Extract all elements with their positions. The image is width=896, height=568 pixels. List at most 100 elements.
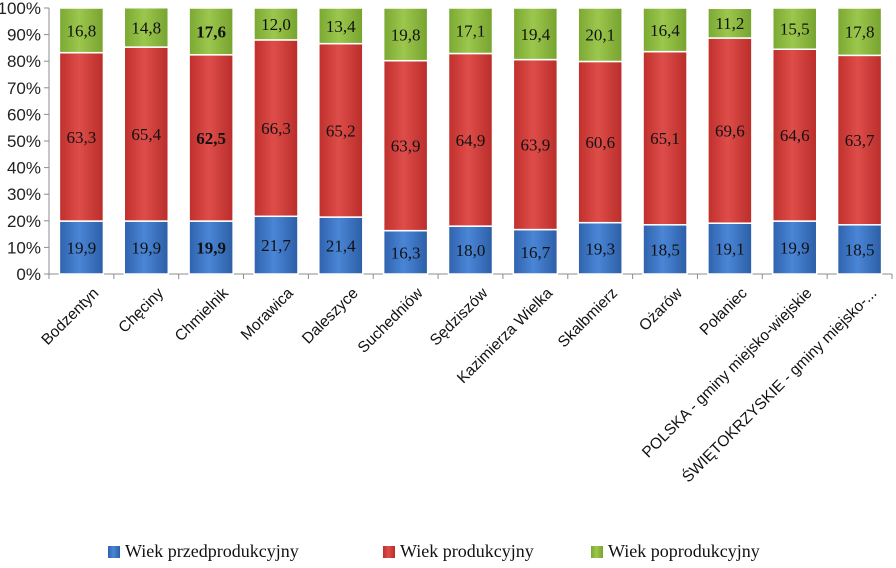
bar-segment [123, 46, 170, 222]
bar-segment [123, 220, 170, 275]
y-tick-label: 0% [16, 265, 41, 284]
x-tick-label: Połaniec [697, 285, 751, 339]
bar-segment [58, 220, 105, 275]
data-label: 65,1 [650, 129, 680, 148]
data-label: 19,9 [780, 239, 810, 258]
bar-segment [707, 37, 753, 224]
bar-segment [642, 7, 688, 53]
data-label: 16,3 [391, 243, 421, 262]
data-label: 19,9 [67, 239, 97, 258]
x-tick-label: Chmielnik [172, 285, 232, 345]
bar-segment [123, 6, 170, 48]
data-label: 60,6 [585, 133, 615, 152]
y-tick-label: 50% [7, 132, 41, 151]
x-tick-label: Morawica [238, 285, 297, 344]
bar-segment [253, 39, 299, 218]
data-label: 62,5 [196, 129, 226, 148]
data-label: 20,1 [585, 26, 615, 45]
y-tick-label: 20% [7, 212, 41, 231]
data-label: 19,8 [391, 25, 421, 44]
x-tick-label: Ożarów [636, 284, 686, 334]
data-label: 64,9 [456, 131, 486, 150]
y-tick-label: 80% [7, 52, 41, 71]
legend-swatch [591, 546, 603, 558]
bar-segment [447, 7, 494, 55]
data-label: 16,8 [67, 21, 97, 40]
data-label: 63,3 [67, 128, 97, 147]
data-label: 18,5 [650, 240, 680, 259]
chart-x-tick-labels: Bodzentyn Chęciny Chmielnik Morawica Daleszy… [38, 284, 880, 486]
bar-segment [771, 7, 818, 50]
x-tick-label: Bodzentyn [38, 285, 102, 349]
chart-legend: Wiek przedprodukcyjny Wiek produkcyjny Wie… [108, 541, 760, 561]
bar-segment [253, 7, 299, 41]
data-label: 65,2 [326, 121, 356, 140]
bar-segment [512, 228, 559, 275]
bar-segment [382, 59, 429, 232]
bar-segment [577, 7, 623, 63]
data-label: 65,4 [131, 125, 161, 144]
data-label: 11,2 [715, 14, 744, 33]
data-label: 21,4 [326, 237, 356, 256]
y-tick-label: 90% [7, 26, 41, 45]
x-tick-label: Skalbmierz [555, 285, 621, 351]
data-label: 14,8 [131, 18, 161, 37]
bar-segment [318, 216, 364, 275]
data-label: 64,6 [780, 126, 810, 145]
y-tick-label: 100% [0, 0, 41, 18]
legend-swatch [108, 546, 120, 558]
data-label: 19,4 [520, 25, 550, 44]
x-tick-label: Daleszyce [299, 285, 362, 348]
bar-segment [707, 7, 753, 39]
data-label: 12,0 [261, 15, 291, 34]
bar-segment [707, 222, 753, 275]
data-label: 18,0 [456, 241, 486, 260]
bar-segment [253, 215, 299, 275]
data-label: 63,7 [845, 131, 875, 150]
x-tick-label: Suchedniów [355, 284, 427, 356]
bar-segment [318, 7, 364, 45]
legend-label: Wiek przedprodukcyjny [125, 541, 299, 561]
bar-segment [58, 51, 105, 222]
bar-segment [382, 7, 429, 62]
data-label: 17,1 [456, 22, 486, 41]
chart-data-labels: 19,9 63,3 16,8 19,9 65,4 14,8 19,9 62,5 17,6 21,7… [67, 14, 875, 262]
x-tick-label: Sędziszów [427, 284, 492, 349]
data-label: 63,9 [520, 136, 550, 155]
bar-segment [188, 220, 234, 275]
bar-segment [58, 7, 105, 54]
y-tick-label: 10% [7, 238, 41, 257]
bar-segment [188, 7, 234, 56]
bar-segment [512, 58, 559, 231]
data-label: 69,6 [715, 122, 745, 141]
bar-segment [836, 7, 883, 57]
bar-segment [771, 220, 818, 275]
bar-segment [188, 54, 234, 222]
bar-segment [771, 48, 818, 222]
legend-label: Wiek poprodukcyjny [608, 541, 760, 561]
bar-segment [318, 42, 364, 218]
y-tick-label: 70% [7, 79, 41, 98]
data-label: 13,4 [326, 17, 356, 36]
bar-segment [447, 225, 494, 275]
data-label: 19,9 [196, 239, 226, 258]
y-tick-label: 30% [7, 185, 41, 204]
y-tick-label: 40% [7, 159, 41, 178]
legend-label: Wiek produkcyjny [400, 541, 534, 561]
data-label: 63,9 [391, 137, 421, 156]
chart-bars [58, 6, 883, 275]
data-label: 66,3 [261, 119, 291, 138]
data-label: 15,5 [780, 20, 810, 39]
legend-swatch [383, 546, 395, 558]
data-label: 17,6 [196, 22, 226, 41]
data-label: 21,7 [261, 236, 291, 255]
data-label: 19,9 [131, 239, 161, 258]
bar-segment [642, 50, 688, 226]
y-tick-label: 60% [7, 105, 41, 124]
bar-segment [642, 224, 688, 275]
data-label: 19,3 [585, 239, 615, 258]
data-label: 18,5 [845, 240, 875, 259]
x-tick-label: Chęciny [115, 285, 167, 337]
data-label: 17,8 [845, 23, 875, 42]
